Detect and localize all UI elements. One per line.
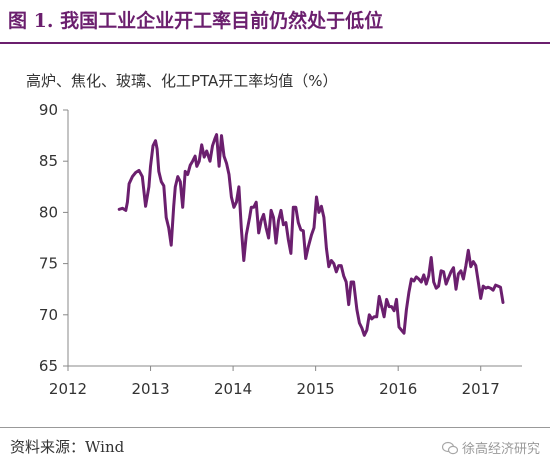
figure-title: 图 1. 我国工业企业开工率目前仍然处于低位 bbox=[8, 10, 384, 32]
x-tick-labels: 2012 2013 2014 2015 2016 2017 bbox=[49, 380, 500, 398]
series-layer bbox=[117, 133, 505, 337]
y-tick-label: 70 bbox=[39, 306, 58, 324]
y-tick-label: 85 bbox=[39, 152, 58, 170]
title-divider bbox=[0, 42, 550, 44]
chart-axes bbox=[63, 109, 522, 371]
chart-subtitle: 高炉、焦化、玻璃、化工PTA开工率均值（%） bbox=[26, 72, 338, 90]
chat-bubble-icon bbox=[441, 441, 458, 455]
source-note: 资料来源：Wind bbox=[10, 438, 125, 456]
x-tick-label: 2015 bbox=[297, 380, 335, 398]
brand-label: 徐高经济研究 bbox=[461, 442, 540, 457]
x-tick-label: 2012 bbox=[49, 380, 87, 398]
y-tick-label: 75 bbox=[39, 255, 58, 273]
y-tick-labels: 90 85 80 75 70 65 bbox=[39, 101, 58, 375]
footer-divider bbox=[0, 427, 550, 428]
series-line bbox=[117, 133, 505, 337]
x-tick-label: 2017 bbox=[462, 380, 500, 398]
line-chart: 90 85 80 75 70 65 2012 2013 2014 2015 2016 2017 bbox=[39, 101, 522, 398]
x-tick-label: 2016 bbox=[379, 380, 417, 398]
x-tick-label: 2013 bbox=[131, 380, 169, 398]
y-tick-label: 90 bbox=[39, 101, 58, 119]
y-tick-label: 65 bbox=[39, 357, 58, 375]
x-tick-label: 2014 bbox=[214, 380, 252, 398]
brand-watermark: 徐高经济研究 bbox=[441, 438, 540, 457]
y-tick-label: 80 bbox=[39, 203, 58, 221]
